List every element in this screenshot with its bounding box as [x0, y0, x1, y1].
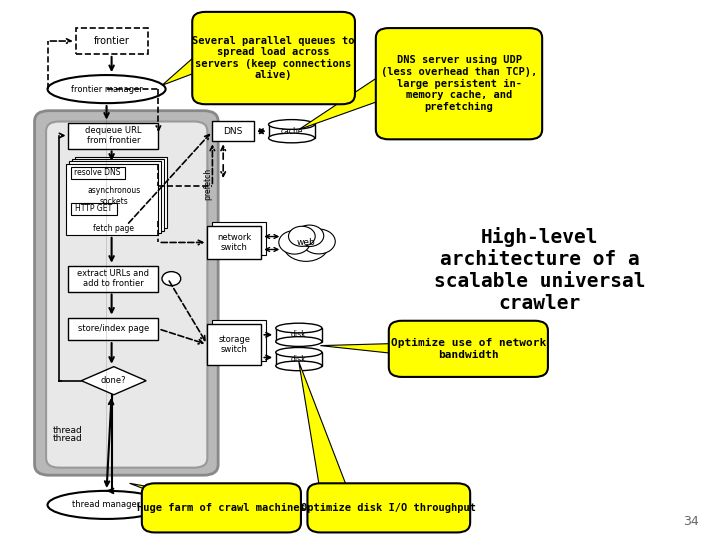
Text: prefetch: prefetch	[203, 167, 212, 200]
Ellipse shape	[276, 361, 322, 370]
Text: Several parallel queues to
spread load across
servers (keep connections
alive): Several parallel queues to spread load a…	[192, 36, 355, 80]
Text: Optimize disk I/O throughput: Optimize disk I/O throughput	[301, 503, 477, 513]
Ellipse shape	[276, 337, 322, 347]
Ellipse shape	[276, 323, 322, 333]
Text: dequeue URL
from frontier: dequeue URL from frontier	[85, 126, 142, 145]
Text: thread: thread	[53, 426, 82, 435]
Text: storage
switch: storage switch	[218, 335, 251, 354]
Ellipse shape	[276, 348, 322, 357]
Bar	[68, 318, 158, 340]
Bar	[66, 164, 158, 235]
Text: DNS server using UDP
(less overhead than TCP),
large persistent in-
memory cache: DNS server using UDP (less overhead than…	[381, 56, 537, 112]
Bar	[68, 123, 158, 148]
Text: High-level
architecture of a
scalable universal
crawler: High-level architecture of a scalable un…	[434, 227, 646, 313]
FancyBboxPatch shape	[389, 321, 548, 377]
Text: fetch page: fetch page	[94, 224, 134, 233]
Text: HTTP GET: HTTP GET	[75, 205, 112, 213]
Bar	[68, 266, 158, 292]
Text: Huge farm of crawl machines: Huge farm of crawl machines	[137, 503, 306, 513]
Circle shape	[295, 225, 324, 246]
Text: thread manager: thread manager	[73, 501, 140, 509]
Circle shape	[279, 231, 310, 254]
Text: store/index page: store/index page	[78, 325, 149, 333]
Polygon shape	[320, 343, 402, 354]
Bar	[212, 121, 254, 141]
Ellipse shape	[269, 120, 315, 130]
Polygon shape	[81, 367, 146, 395]
Bar	[72, 159, 164, 231]
Polygon shape	[130, 483, 184, 493]
Bar	[69, 161, 161, 233]
Text: web: web	[297, 238, 315, 247]
FancyBboxPatch shape	[46, 122, 207, 468]
Bar	[269, 124, 315, 138]
Bar	[71, 203, 117, 215]
Text: network
switch: network switch	[217, 233, 251, 252]
FancyBboxPatch shape	[192, 12, 355, 104]
Text: resolve DNS: resolve DNS	[74, 168, 120, 177]
Polygon shape	[299, 70, 389, 130]
Text: extract URLs and
add to frontier: extract URLs and add to frontier	[78, 269, 150, 288]
Ellipse shape	[48, 491, 166, 519]
Text: asynchronous
sockets: asynchronous sockets	[87, 186, 140, 206]
Bar	[212, 320, 266, 361]
Bar	[71, 167, 125, 179]
Bar	[212, 222, 266, 255]
Polygon shape	[162, 47, 205, 85]
Text: disk: disk	[291, 355, 307, 363]
FancyBboxPatch shape	[142, 483, 301, 532]
Bar	[76, 28, 148, 54]
Bar	[276, 352, 322, 366]
Text: thread: thread	[53, 434, 82, 443]
Circle shape	[302, 229, 336, 254]
Circle shape	[162, 272, 181, 286]
Text: Optimize use of network
bandwidth: Optimize use of network bandwidth	[391, 338, 546, 360]
Ellipse shape	[269, 133, 315, 143]
Bar	[75, 157, 167, 228]
FancyBboxPatch shape	[307, 483, 470, 532]
Text: DNS: DNS	[224, 127, 243, 136]
Text: frontier: frontier	[94, 36, 130, 46]
Ellipse shape	[48, 75, 166, 103]
Text: frontier manager: frontier manager	[71, 85, 143, 93]
Text: cache: cache	[280, 127, 303, 136]
FancyBboxPatch shape	[376, 28, 542, 139]
Bar	[207, 226, 261, 259]
FancyBboxPatch shape	[35, 111, 218, 475]
Polygon shape	[299, 362, 349, 493]
Circle shape	[289, 226, 315, 246]
Text: disk: disk	[291, 330, 307, 339]
Text: 34: 34	[683, 515, 698, 528]
Text: done?: done?	[101, 376, 127, 385]
Circle shape	[283, 227, 329, 261]
Bar	[207, 324, 261, 365]
Bar	[276, 328, 322, 342]
